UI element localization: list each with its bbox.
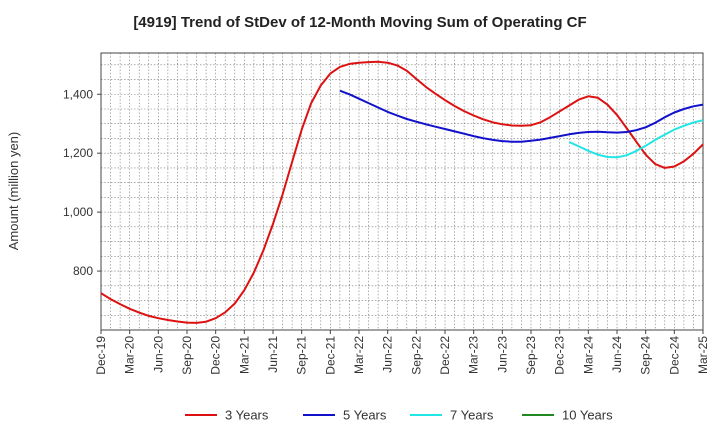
x-tick-label: Dec-23 [553,336,567,375]
series-line-1 [100,60,704,324]
x-tick-label: Jun-22 [381,336,395,373]
series-line-2 [339,89,704,143]
x-tick-label: Jun-23 [495,336,509,373]
x-tick-label: Sep-23 [524,336,538,375]
plot-frame [100,52,704,331]
x-tick-label: Mar-25 [696,336,710,374]
y-tick-label: 1,200 [63,146,93,160]
x-tick-label: Sep-22 [409,336,423,375]
x-tick-label: Sep-24 [639,336,653,375]
legend-label: 3 Years [225,408,269,423]
y-tick-label: 800 [73,264,93,278]
x-axis: Dec-19 Mar-20 Jun-20 Sep-20 Dec-20 Mar-21 Jun-… [94,330,710,375]
x-tick-label: Dec-24 [667,336,681,375]
x-tick-label: Dec-19 [94,336,108,375]
x-tick-label: Mar-20 [123,336,137,374]
series-line-3 [568,119,704,159]
x-tick-label: Mar-22 [352,336,366,374]
legend: 3 Years 5 Years 7 Years 10 Years [185,408,613,423]
chart-title: [4919] Trend of StDev of 12-Month Moving… [133,14,587,31]
x-tick-label: Dec-20 [209,336,223,375]
legend-label: 10 Years [562,408,613,423]
legend-label: 5 Years [343,408,387,423]
legend-label: 7 Years [450,408,494,423]
grid [100,53,704,330]
y-tick-label: 1,400 [63,87,93,101]
y-axis: 800 1,000 1,200 1,400 [63,87,101,278]
y-axis-title: Amount (million yen) [6,132,21,251]
x-tick-label: Mar-21 [237,336,251,374]
x-tick-label: Sep-20 [180,336,194,375]
series-layer [100,60,704,324]
x-tick-label: Sep-21 [295,336,309,375]
x-tick-label: Mar-24 [581,336,595,374]
x-tick-label: Dec-22 [438,336,452,375]
x-tick-label: Dec-21 [323,336,337,375]
x-tick-label: Jun-21 [266,336,280,373]
x-tick-label: Jun-24 [610,336,624,373]
x-tick-label: Jun-20 [151,336,165,373]
y-tick-label: 1,000 [63,205,93,219]
x-tick-label: Mar-23 [467,336,481,374]
